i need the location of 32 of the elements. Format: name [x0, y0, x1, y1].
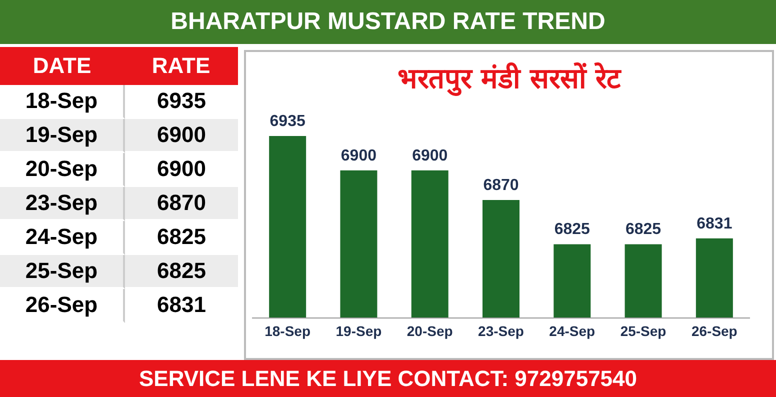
- category-label: 23-Sep: [0, 187, 125, 221]
- data-label: 6900: [340, 147, 377, 164]
- category-label: 24-Sep: [0, 221, 125, 255]
- data-label: 6870: [124, 187, 238, 221]
- chart-subtitle: भरतपुर मंडी सरसों रेट: [396, 61, 622, 96]
- x-tick-label: 26-Sep: [691, 322, 738, 339]
- data-label: 6825: [625, 221, 662, 238]
- data-label: 6825: [124, 221, 238, 255]
- data-label: 6831: [124, 289, 238, 323]
- category-label: 20-Sep: [0, 153, 125, 187]
- x-tick-label: 20-Sep: [406, 322, 453, 339]
- text: DATE: [32, 52, 92, 80]
- x-tick-label: 25-Sep: [620, 322, 666, 339]
- data-label: 6900: [124, 119, 238, 153]
- x-tick-label: 24-Sep: [549, 322, 596, 339]
- x-tick-label: 19-Sep: [336, 322, 382, 339]
- data-label: 6825: [124, 255, 238, 289]
- data-label: 6900: [124, 153, 238, 187]
- text: SERVICE LENE KE LIYE CONTACT: 9729757540: [0, 360, 776, 397]
- category-label: 25-Sep: [0, 255, 125, 289]
- data-label: 6831: [696, 215, 732, 232]
- x-tick-label: 18-Sep: [264, 322, 311, 339]
- chart-title: BHARATPUR MUSTARD RATE TREND: [0, 0, 776, 47]
- x-tick-label: 23-Sep: [478, 322, 524, 339]
- category-label: 18-Sep: [0, 85, 125, 119]
- data-label: 6870: [483, 176, 519, 194]
- data-label: 6935: [270, 113, 306, 130]
- data-label: 6900: [412, 147, 448, 164]
- data-label: 6935: [124, 85, 238, 119]
- category-label: 19-Sep: [0, 119, 125, 153]
- text: RATE: [150, 52, 212, 80]
- data-label: 6825: [554, 221, 590, 238]
